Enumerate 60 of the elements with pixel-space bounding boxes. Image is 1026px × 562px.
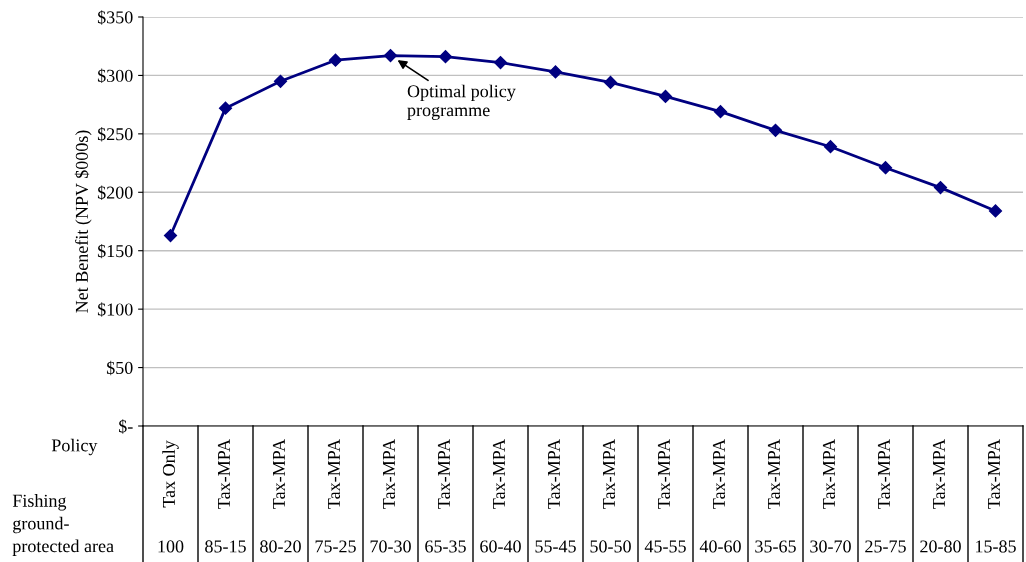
x-tick-label: 60-40: [480, 540, 521, 553]
point: [273, 74, 288, 88]
x-tick-label: 35-65: [755, 540, 796, 553]
y-tick-label: $150: [97, 243, 133, 259]
point: [933, 181, 948, 195]
text: Tax-MPA: [492, 438, 506, 509]
text: Tax-MPA: [602, 438, 616, 509]
x-tick-label: 75-25: [315, 540, 356, 553]
point: [603, 75, 618, 90]
text: Tax-MPA: [327, 438, 341, 509]
point: [988, 204, 1003, 218]
x-tick-label: 20-80: [920, 540, 961, 553]
x-tick-label: 50-50: [590, 540, 631, 553]
x-tick-label: 100: [158, 540, 184, 553]
text: Tax-MPA: [217, 438, 231, 509]
point: [383, 48, 398, 63]
point: [493, 55, 508, 70]
x-tick-label: 85-15: [205, 540, 246, 553]
point: [768, 123, 783, 137]
point: [328, 53, 343, 67]
text: Tax-MPA: [272, 438, 286, 509]
x-tick-label: 15-85: [976, 540, 1016, 553]
text: Tax Only: [162, 440, 179, 508]
x-tick-label: 25-75: [865, 540, 906, 553]
text: Tax-MPA: [547, 438, 561, 509]
x-tick-label: 70-30: [370, 540, 411, 553]
text: Tax-MPA: [822, 438, 836, 509]
y-tick-label: $250: [97, 127, 133, 142]
y-tick-label: $100: [97, 302, 133, 317]
y-tick-label: $350: [97, 10, 133, 25]
point: [548, 65, 563, 79]
text: Policy: [51, 438, 98, 456]
y-tick-label: $300: [97, 68, 133, 84]
point: [218, 101, 233, 115]
point: [823, 140, 838, 154]
point: [713, 105, 728, 119]
y-tick-label: $-: [119, 419, 133, 434]
point: [658, 89, 673, 104]
text: Tax-MPA: [932, 438, 946, 509]
text: Tax-MPA: [877, 438, 891, 509]
text: Fishing ground- protected area: [12, 494, 114, 556]
y-tick-label: $50: [106, 360, 133, 376]
point: [878, 161, 893, 175]
point: [438, 50, 453, 64]
x-tick-label: 30-70: [810, 540, 851, 553]
annotation: Optimal policy programme: [407, 84, 516, 120]
point: [163, 228, 178, 243]
x-tick-label: 45-55: [644, 540, 686, 553]
text: Tax-MPA: [712, 438, 726, 509]
x-tick-label: 65-35: [425, 540, 466, 553]
x-tick-label: 80-20: [260, 540, 301, 553]
text: Tax-MPA: [437, 438, 451, 509]
y-tick-label: $200: [97, 185, 133, 200]
text: Tax-MPA: [382, 438, 396, 509]
text: Tax-MPA: [767, 438, 781, 509]
text: Tax-MPA: [987, 438, 1001, 509]
x-tick-label: 40-60: [699, 540, 741, 553]
text: Tax-MPA: [657, 438, 671, 509]
y-axis-title: Net Benefit (NPV $000s): [74, 130, 92, 313]
x-tick-label: 55-45: [535, 540, 576, 553]
